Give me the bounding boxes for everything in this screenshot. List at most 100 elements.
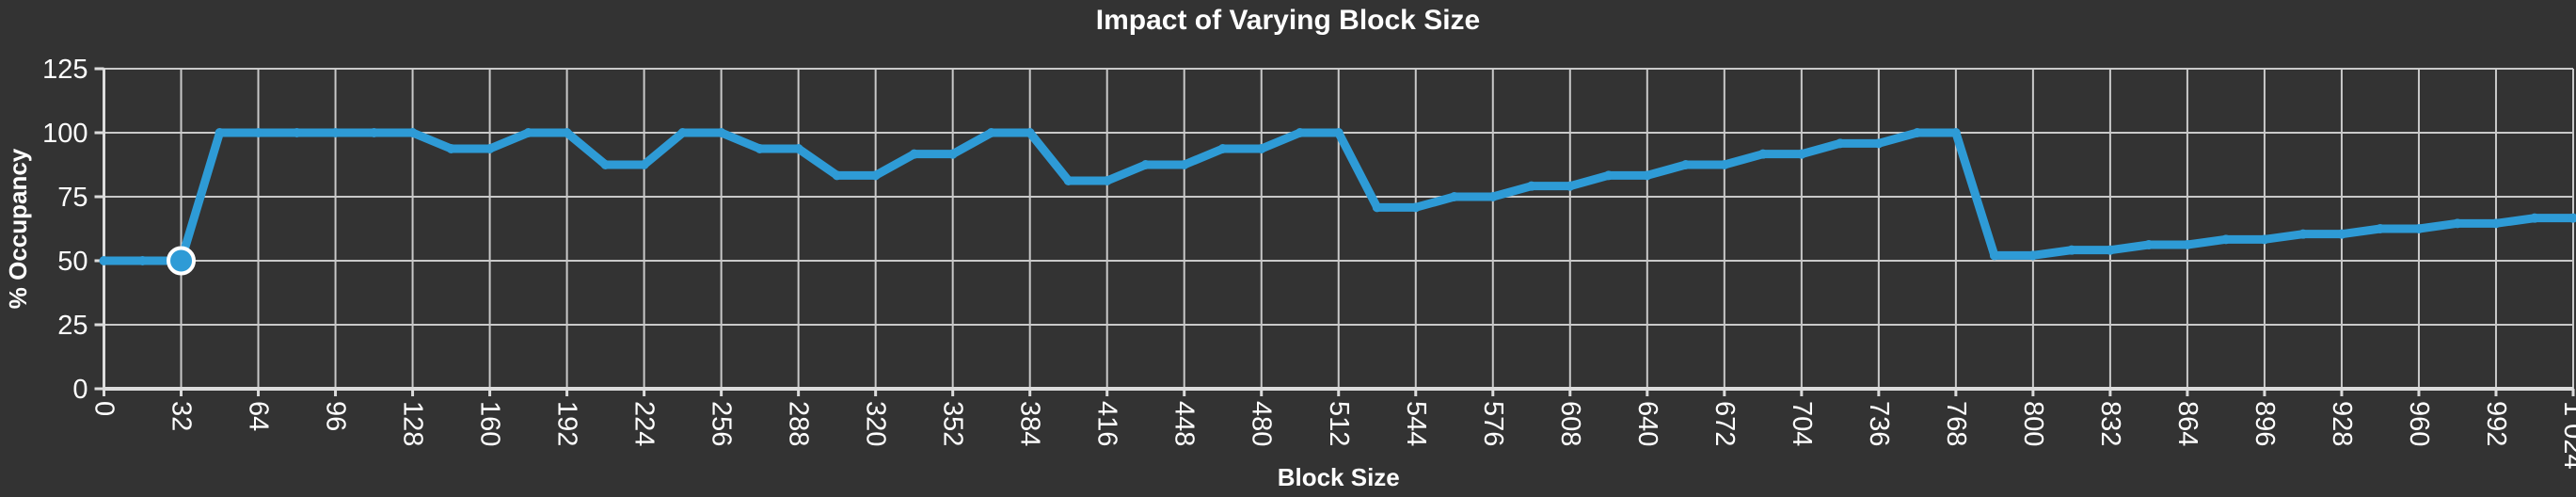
data-point <box>1642 170 1652 181</box>
data-point <box>1487 192 1498 201</box>
data-point <box>1449 192 1459 201</box>
gridlines <box>103 68 2574 390</box>
data-point <box>1989 250 1999 261</box>
data-point <box>793 144 803 153</box>
x-tick-label: 416 <box>1092 401 1122 446</box>
data-point <box>716 128 726 137</box>
data-point <box>2143 240 2154 249</box>
data-point <box>1757 149 1768 159</box>
y-tick-label: 100 <box>42 119 87 149</box>
data-point <box>1256 144 1266 153</box>
x-tick-label: 224 <box>629 401 660 446</box>
data-point <box>1565 181 1575 191</box>
data-point <box>1102 176 1112 185</box>
data-point <box>755 144 765 153</box>
data-point <box>330 128 341 137</box>
x-tick-label: 384 <box>1015 401 1045 446</box>
x-tick-label: 96 <box>321 401 351 431</box>
x-tick-labels: 0 32 64 96 128 160 192 224 256 288 320 352 384 416 448… <box>89 401 2576 470</box>
data-point <box>1873 138 1884 149</box>
data-point <box>2220 234 2231 245</box>
x-tick-label: 960 <box>2404 401 2434 446</box>
x-tick-label: 704 <box>1787 401 1817 446</box>
data-point <box>1179 160 1189 169</box>
x-axis-title: Block Size <box>1278 463 1400 491</box>
data-point <box>2452 218 2462 229</box>
data-point <box>600 160 611 169</box>
x-tick-label: 128 <box>398 401 428 446</box>
y-tick-label: 125 <box>42 55 87 85</box>
x-tick-label: 288 <box>784 401 814 446</box>
x-tick-label: 1 024 <box>2558 401 2576 470</box>
data-point <box>1217 144 1228 153</box>
data-point <box>137 256 148 265</box>
x-tick-label: 352 <box>938 401 968 446</box>
data-point <box>1680 160 1691 169</box>
data-point <box>1912 128 1922 137</box>
data-point <box>2413 224 2424 233</box>
occupancy-line-series <box>99 128 2576 265</box>
x-tick-label: 480 <box>1247 401 1277 446</box>
data-point <box>2375 224 2385 233</box>
x-tick-label: 320 <box>861 401 891 446</box>
x-tick-label: 192 <box>552 401 582 446</box>
data-point <box>2182 240 2192 249</box>
y-tick-label: 0 <box>72 375 87 405</box>
y-axis-title: % Occupancy <box>4 148 32 309</box>
x-tick-label: 576 <box>1478 401 1508 446</box>
data-point <box>1025 128 1035 137</box>
x-tick-label: 768 <box>1941 401 1971 446</box>
data-point <box>369 128 379 137</box>
y-tick-labels: 0 25 50 75 100 125 <box>42 55 87 405</box>
x-tick-label: 256 <box>707 401 737 446</box>
x-tick-label: 640 <box>1632 401 1662 446</box>
data-point <box>2066 245 2076 255</box>
data-point <box>1410 202 1421 213</box>
x-tick-label: 928 <box>2327 401 2357 446</box>
data-point <box>2529 213 2539 223</box>
data-point <box>1140 160 1151 169</box>
data-point <box>2490 218 2501 229</box>
data-point <box>1950 128 1961 137</box>
data-point <box>407 128 418 137</box>
data-point <box>1835 138 1845 149</box>
data-point <box>485 144 495 153</box>
data-point <box>1063 176 1073 185</box>
data-point <box>523 128 533 137</box>
data-point <box>2298 229 2308 239</box>
data-point <box>2568 213 2576 223</box>
data-point <box>986 128 996 137</box>
data-point <box>1526 181 1536 191</box>
y-tick-label: 25 <box>57 311 87 341</box>
data-point <box>292 128 302 137</box>
data-point <box>870 170 881 181</box>
data-point <box>1796 149 1806 159</box>
data-point <box>832 170 842 181</box>
y-tick-label: 75 <box>57 183 87 213</box>
data-point <box>909 149 919 159</box>
x-tick-label: 32 <box>167 401 197 431</box>
data-point <box>1295 128 1305 137</box>
data-point <box>2259 234 2269 245</box>
x-tick-label: 832 <box>2095 401 2125 446</box>
x-tick-label: 160 <box>475 401 505 446</box>
data-point <box>99 256 109 265</box>
x-tick-label: 736 <box>1864 401 1894 446</box>
data-point <box>1719 160 1729 169</box>
data-point <box>677 128 688 137</box>
data-point <box>562 128 572 137</box>
data-point <box>1603 170 1614 181</box>
data-point <box>639 160 649 169</box>
y-tick-label: 50 <box>57 247 87 277</box>
highlighted-point-marker[interactable] <box>167 246 197 276</box>
x-tick-label: 544 <box>1401 401 1431 446</box>
x-tick-label: 448 <box>1169 401 1200 446</box>
axes <box>94 67 2575 396</box>
x-tick-label: 64 <box>244 401 274 431</box>
highlighted-point-group <box>167 246 197 276</box>
x-tick-label: 992 <box>2481 401 2511 446</box>
data-point <box>2336 229 2346 239</box>
data-point <box>947 149 958 159</box>
